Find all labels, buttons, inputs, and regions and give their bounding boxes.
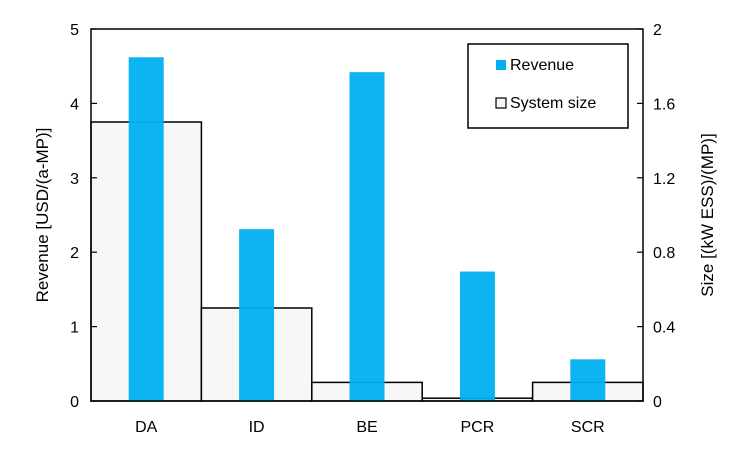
y-tick-label-left: 4 <box>70 96 79 113</box>
legend-label-system-size: System size <box>510 95 596 112</box>
x-tick-label: DA <box>135 419 158 436</box>
y-tick-label-right: 0 <box>653 394 662 411</box>
y-tick-label-right: 0.4 <box>653 320 675 337</box>
legend-box <box>467 43 629 129</box>
revenue-bars <box>128 57 606 401</box>
tick-labels: 0 1 2 3 4 5 0 0.4 0.8 1.2 1.6 2 DA ID BE PCR SCR <box>70 22 675 436</box>
x-tick-label: BE <box>356 419 377 436</box>
y-tick-label-right: 1.6 <box>653 96 675 113</box>
x-tick-label: PCR <box>461 419 495 436</box>
y-tick-label-left: 5 <box>70 22 79 39</box>
legend-swatch-revenue <box>496 60 506 70</box>
legend: Revenue System size <box>467 43 629 129</box>
legend-swatch-system-size <box>495 97 507 109</box>
x-tick-label: ID <box>249 419 265 436</box>
revenue-bar-pcr <box>459 271 495 401</box>
y-tick-label-right: 1.2 <box>653 171 675 188</box>
axis-ticks <box>91 28 643 402</box>
plot-frame <box>90 28 644 402</box>
y-tick-label-left: 0 <box>70 394 79 411</box>
legend-label-revenue: Revenue <box>510 57 574 74</box>
y-axis-title-right: Size [(kW ESS)/(MP)] <box>698 133 717 296</box>
revenue-bar-scr <box>570 359 606 401</box>
revenue-bar-be <box>349 72 385 401</box>
y-tick-label-right: 0.8 <box>653 245 675 262</box>
x-tick-label: SCR <box>571 419 605 436</box>
y-tick-label-left: 3 <box>70 171 79 188</box>
y-axis-title-left: Revenue [USD/(a-MP)] <box>33 128 52 303</box>
y-tick-label-left: 1 <box>70 320 79 337</box>
y-tick-label-left: 2 <box>70 245 79 262</box>
revenue-bar-da <box>128 57 164 401</box>
y-tick-label-right: 2 <box>653 22 662 39</box>
revenue-bar-id <box>239 229 275 401</box>
